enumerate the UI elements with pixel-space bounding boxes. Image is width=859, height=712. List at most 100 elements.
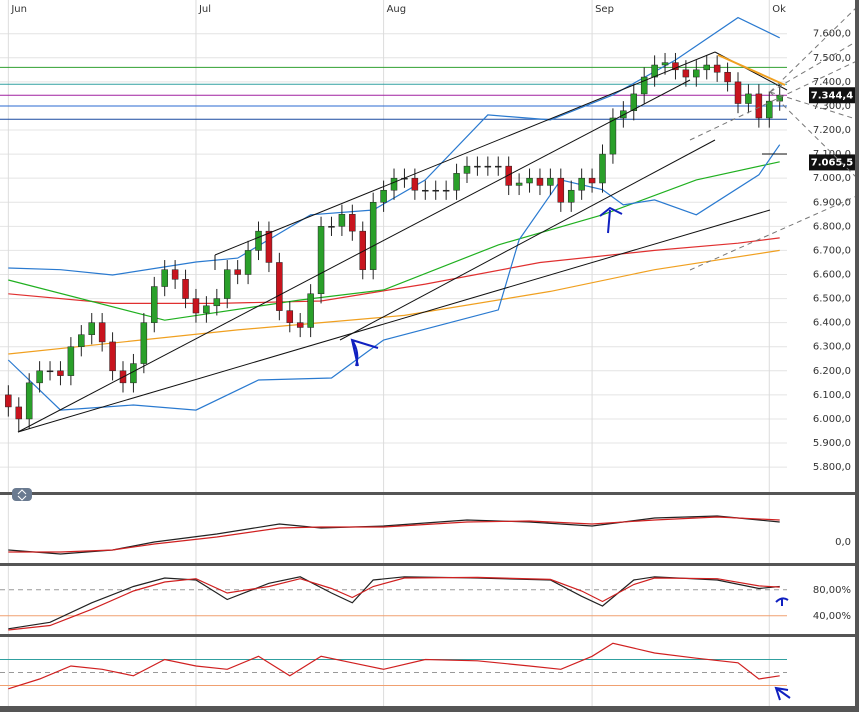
y-tick-label: 5.900,0: [813, 438, 851, 449]
candle-body: [255, 230, 262, 251]
candle-body: [46, 370, 54, 373]
series-line: [8, 642, 780, 690]
y-tick-label: 80,00%: [813, 585, 851, 596]
candle-body: [547, 177, 554, 186]
candle-body: [88, 322, 95, 335]
trend-lines: [17, 51, 788, 433]
candle-body: [359, 230, 366, 270]
candle-body: [296, 322, 304, 328]
y-tick-label: 0,0: [835, 537, 851, 548]
orange-annotation: [717, 54, 786, 86]
candle-body: [369, 202, 377, 270]
candle-body: [682, 69, 690, 78]
series-line: [8, 576, 780, 631]
panel-toggle[interactable]: [12, 488, 32, 501]
candle-body: [140, 322, 148, 364]
candle-body: [630, 93, 638, 112]
candle-body: [130, 363, 137, 384]
candle-body: [349, 214, 356, 232]
y-tick-label: 5.800,0: [813, 462, 851, 473]
arrow: [775, 597, 789, 606]
x-tick-label: Aug: [387, 4, 407, 15]
y-tick-label: 6.900,0: [813, 197, 851, 208]
y-tick-label: 7.300,0: [813, 101, 851, 112]
candle-body: [609, 117, 617, 155]
price-tag: [809, 87, 855, 104]
series-line: [8, 516, 780, 553]
trend-line: [17, 209, 771, 433]
candle-body: [536, 177, 544, 186]
y-tick-label: 6.700,0: [813, 245, 851, 256]
series-line: [8, 161, 780, 321]
candle-body: [161, 269, 168, 287]
candle-body: [599, 153, 606, 184]
candle-body: [244, 250, 252, 275]
y-tick-label: 6.300,0: [813, 342, 851, 353]
arrow: [774, 686, 791, 701]
candle-body: [213, 298, 221, 307]
candle-body: [724, 71, 731, 83]
fan-lines: [689, 4, 859, 271]
candle-body: [171, 269, 179, 280]
candle-body: [442, 189, 450, 192]
separator: [0, 634, 859, 637]
x-tick-label: Ok: [772, 4, 786, 15]
candle-body: [192, 298, 200, 314]
candle-body: [766, 100, 773, 119]
candle-body: [307, 293, 314, 328]
fan-line: [689, 194, 859, 271]
candle-body: [693, 69, 700, 78]
price-tag-label: 7.344,4: [811, 90, 853, 101]
candle-body: [515, 182, 523, 186]
candle-body: [98, 322, 106, 343]
y-tick-label: 6.000,0: [813, 414, 851, 425]
fan-line: [769, 91, 859, 181]
fan-line: [769, 4, 859, 93]
candle-body: [661, 62, 669, 66]
candle-body: [567, 189, 575, 203]
hand-arrows: [350, 206, 791, 701]
x-tick-label: Jun: [10, 4, 27, 15]
candle-body: [703, 64, 710, 71]
candle-body: [15, 406, 23, 420]
marks: 7.344,4 7.065,5: [0, 16, 855, 690]
candle-body: [328, 226, 335, 228]
separator: [0, 706, 859, 712]
x-tick-label: Jul: [198, 4, 211, 15]
candle-body: [526, 177, 533, 184]
arrow: [350, 338, 379, 367]
candle-body: [484, 165, 492, 168]
fan-line: [769, 39, 859, 93]
y-tick-label: 7.000,0: [813, 173, 851, 184]
candle-body: [474, 165, 481, 168]
candle-body: [588, 177, 596, 184]
candle-body: [745, 93, 752, 104]
candle-body: [505, 165, 512, 186]
price-tag: [809, 154, 855, 171]
candle-body: [640, 76, 648, 95]
candle-body: [422, 189, 429, 192]
candle-body: [203, 305, 210, 314]
y-tick-label: 7.600,0: [813, 29, 851, 40]
candle-body: [338, 214, 346, 227]
y-tick-label: 6.200,0: [813, 366, 851, 377]
series-line: [7, 144, 781, 411]
candle-body: [734, 81, 742, 104]
toggle-icon: [17, 489, 27, 501]
candle-body: [234, 269, 241, 275]
candle-body: [453, 173, 460, 191]
candle-body: [286, 310, 294, 323]
separator: [0, 563, 859, 566]
candle-body: [151, 286, 158, 323]
candle-body: [755, 93, 763, 119]
y-tick-label: 7.500,0: [813, 53, 851, 64]
y-tick-label: 6.400,0: [813, 318, 851, 329]
candle-body: [411, 177, 419, 191]
candle-body: [78, 334, 85, 347]
candle-body: [463, 165, 471, 174]
candle-body: [109, 341, 116, 372]
candle-body: [317, 226, 325, 295]
